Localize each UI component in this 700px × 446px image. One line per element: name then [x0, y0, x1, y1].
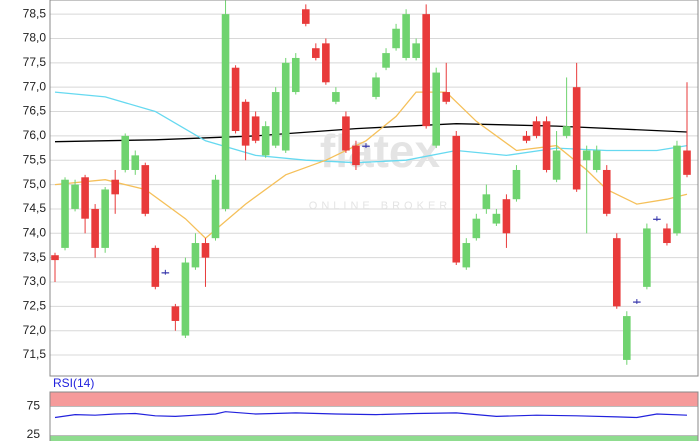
candle-body	[612, 238, 621, 307]
price-panel: flatex ONLINE BROKER	[50, 0, 698, 365]
rsi-tick-label: 75	[27, 399, 41, 413]
candle-body	[151, 247, 160, 287]
candle-body	[562, 126, 571, 136]
candle-body	[261, 126, 270, 156]
candle-body	[542, 121, 551, 170]
candle-body	[532, 121, 541, 136]
candle-body	[171, 306, 180, 321]
y-tick-label: 77,0	[23, 79, 47, 93]
candle-body	[241, 101, 250, 146]
candle-body	[683, 150, 691, 175]
candle-body	[663, 228, 671, 244]
watermark: flatex	[320, 125, 441, 177]
rsi-line-group	[54, 411, 688, 419]
candle-body	[362, 145, 370, 147]
candle-body	[352, 145, 360, 166]
candle-body	[422, 14, 430, 127]
candle-body	[161, 272, 170, 274]
candle-body	[442, 92, 451, 102]
candle-body	[121, 135, 130, 170]
average-line	[54, 123, 688, 143]
candle-body	[81, 177, 89, 219]
y-tick-label: 77,5	[23, 55, 47, 69]
y-tick-label: 76,5	[23, 104, 47, 118]
average-line	[54, 91, 688, 164]
candle-body	[633, 301, 641, 303]
candle-body	[332, 92, 340, 102]
y-tick-label: 71,5	[23, 347, 47, 361]
watermark-sub: ONLINE BROKER	[309, 200, 451, 212]
candle-body	[653, 218, 661, 220]
candle-body	[592, 150, 601, 170]
candle-body	[301, 9, 310, 24]
candle-body	[482, 194, 491, 209]
candle-body	[673, 145, 681, 234]
rsi-tick-label: 25	[27, 427, 41, 441]
candle-body	[51, 255, 59, 261]
candle-body	[582, 150, 591, 161]
candle-body	[572, 87, 581, 190]
candle-body	[322, 43, 330, 83]
candle-body	[643, 228, 651, 287]
candle-body	[291, 57, 300, 93]
candle-body	[412, 43, 420, 58]
plot-frame	[49, 0, 699, 377]
candle-body	[392, 28, 400, 49]
candle-body	[623, 316, 631, 360]
rsi-title: RSI(14)	[53, 376, 94, 390]
candle-body	[372, 77, 380, 97]
candle-body	[201, 243, 210, 258]
candle-body	[141, 165, 150, 214]
candle-body	[131, 155, 140, 170]
candle-body	[111, 179, 119, 195]
candle-body	[472, 218, 481, 239]
y-tick-label: 74,5	[23, 201, 47, 215]
y-tick-label: 75,0	[23, 177, 47, 191]
candle-body	[211, 179, 220, 239]
candle-body	[502, 199, 511, 234]
candle-body	[281, 62, 290, 151]
y-tick-label: 72,5	[23, 299, 47, 313]
y-tick-label: 72,0	[23, 323, 47, 337]
candle-body	[432, 72, 441, 146]
candle-body	[221, 14, 230, 209]
candle-body	[512, 169, 521, 200]
y-tick-label: 75,5	[23, 152, 47, 166]
candle-body	[71, 184, 79, 209]
y-tick-label: 73,0	[23, 274, 47, 288]
y-tick-label: 76,0	[23, 128, 47, 142]
candle-body	[231, 67, 240, 132]
candle-body	[462, 243, 471, 268]
candle-body	[402, 14, 410, 58]
rsi-panel	[50, 392, 698, 441]
y-tick-label: 73,5	[23, 250, 47, 264]
candle-body	[271, 92, 280, 146]
candle-body	[522, 135, 531, 141]
candle-body	[382, 53, 390, 68]
candle-body	[602, 169, 611, 214]
candle-body	[101, 189, 109, 248]
candle-body	[452, 135, 461, 263]
candle-body	[492, 213, 501, 224]
y-tick-label: 78,5	[23, 6, 47, 20]
rsi-line	[54, 411, 688, 419]
candle-body	[251, 116, 260, 141]
candle-body	[342, 116, 350, 151]
candle-body	[552, 150, 561, 180]
y-tick-label: 74,0	[23, 225, 47, 239]
candle-body	[191, 243, 200, 268]
candle-body	[91, 208, 99, 248]
oversold-zone	[50, 435, 698, 441]
y-tick-label: 78,0	[23, 31, 47, 45]
overbought-zone	[50, 392, 698, 407]
candle-body	[181, 262, 190, 336]
candle-body	[61, 179, 69, 248]
candle-body	[312, 48, 320, 58]
